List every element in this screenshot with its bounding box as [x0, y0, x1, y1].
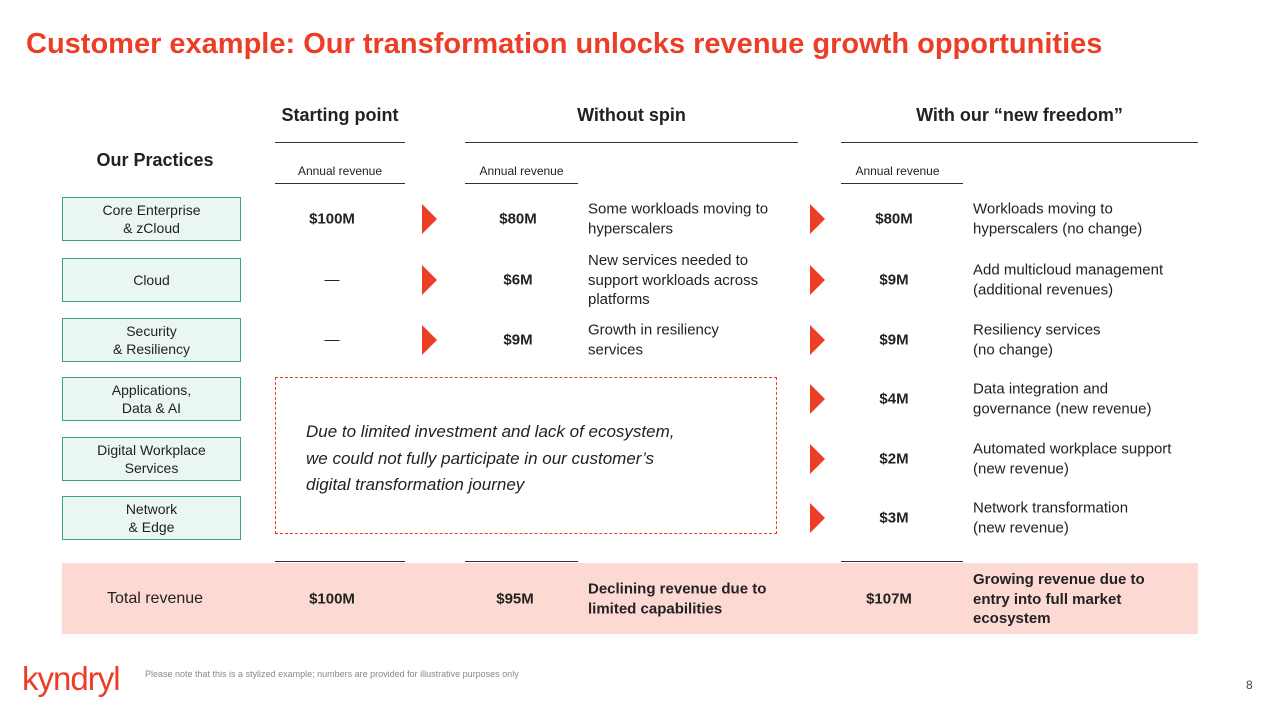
logo: kyndryl: [22, 660, 121, 697]
with-value: $2M: [879, 450, 909, 468]
without-value: $9M: [503, 331, 533, 349]
without-note: Some workloads moving to hyperscalers: [588, 200, 769, 238]
column-header: With our “new freedom”: [916, 105, 1123, 125]
rule: [841, 561, 963, 562]
without-note: New services needed to support workloads…: [588, 251, 759, 308]
subheader: Annual revenue: [479, 164, 564, 178]
rule: [465, 561, 578, 562]
rule: [275, 561, 405, 562]
practice-box: Digital Workplace Services: [62, 437, 241, 481]
total-start: $100M: [309, 590, 355, 608]
practice-box: Network & Edge: [62, 496, 241, 540]
practices-header: Our Practices: [96, 150, 214, 170]
total-label: Total revenue: [106, 590, 204, 607]
total-with-value: $107M: [866, 590, 912, 608]
arrow: [810, 444, 825, 474]
with-value: $3M: [879, 509, 909, 527]
arrow: [810, 325, 825, 355]
rule: [465, 183, 578, 184]
column-header: Without spin: [577, 105, 686, 125]
page-number: 8: [1246, 678, 1253, 692]
total-without-note: Declining revenue due to limited capabil…: [588, 580, 767, 618]
without-note: Growth in resiliency services: [588, 321, 719, 359]
rule: [465, 142, 798, 143]
rule: [275, 142, 405, 143]
practice-box: Cloud: [62, 258, 241, 302]
without-value: $6M: [503, 271, 533, 289]
arrow: [422, 325, 437, 355]
with-value: $4M: [879, 390, 909, 408]
with-value: $80M: [875, 210, 913, 228]
total-with-note: Growing revenue due to entry into full m…: [973, 570, 1145, 627]
subheader: Annual revenue: [855, 164, 940, 178]
arrow: [422, 265, 437, 295]
arrow: [422, 204, 437, 234]
start-value: —: [324, 331, 340, 349]
with-note: Add multicloud management (additional re…: [973, 261, 1164, 299]
rule: [841, 183, 963, 184]
with-note: Data integration and governance (new rev…: [973, 380, 1152, 418]
total-band: [62, 563, 1198, 634]
arrow: [810, 265, 825, 295]
arrow: [810, 503, 825, 533]
start-value: —: [324, 271, 340, 289]
callout-text: Due to limited investment and lack of ec…: [306, 422, 675, 494]
footnote: Please note that this is a stylized exam…: [145, 669, 519, 679]
with-note: Workloads moving to hyperscalers (no cha…: [973, 200, 1143, 238]
rule: [841, 142, 1198, 143]
with-note: Automated workplace support (new revenue…: [973, 440, 1172, 478]
column-header: Starting point: [281, 105, 399, 125]
arrow: [810, 384, 825, 414]
with-note: Network transformation (new revenue): [973, 499, 1129, 537]
total-without-value: $95M: [496, 590, 534, 608]
practice-box: Security & Resiliency: [62, 318, 241, 362]
arrow: [810, 204, 825, 234]
rule: [275, 183, 405, 184]
practice-box: Applications, Data & AI: [62, 377, 241, 421]
with-value: $9M: [879, 331, 909, 349]
without-value: $80M: [499, 210, 537, 228]
with-value: $9M: [879, 271, 909, 289]
start-value: $100M: [309, 210, 355, 228]
title: Customer example: Our transformation unl…: [26, 28, 1103, 60]
callout-box: [275, 377, 777, 534]
practice-box: Core Enterprise & zCloud: [62, 197, 241, 241]
subheader: Annual revenue: [297, 164, 383, 178]
with-note: Resiliency services (no change): [973, 321, 1101, 359]
